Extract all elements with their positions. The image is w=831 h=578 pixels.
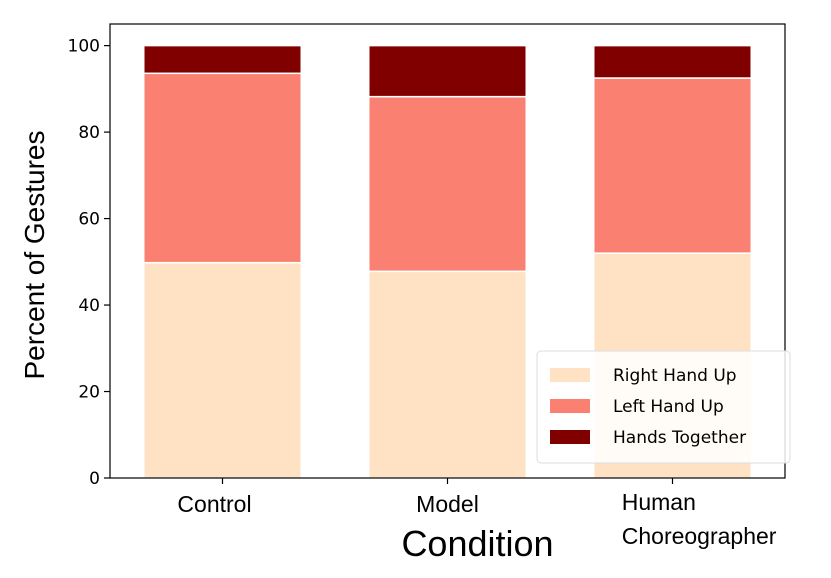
- y-tick-label: 0: [89, 469, 100, 489]
- bar-human-choreographer-left-hand-up: [593, 77, 752, 254]
- y-tick-label: 60: [78, 210, 100, 230]
- legend: Right Hand Up Left Hand Up Hands Together: [536, 350, 791, 464]
- y-tick-label: 20: [78, 383, 100, 403]
- x-axis-ticks: Control Model Human Choreographer: [177, 478, 777, 549]
- y-axis-title: Percent of Gestures: [19, 130, 50, 379]
- legend-label-left-hand-up: Left Hand Up: [613, 397, 724, 417]
- legend-swatch-left-hand-up: [550, 399, 590, 413]
- bar-model-hands-together: [368, 44, 527, 98]
- y-tick-label: 40: [78, 296, 100, 316]
- legend-label-right-hand-up: Right Hand Up: [613, 366, 737, 386]
- bar-control-right-hand-up: [143, 261, 302, 479]
- y-tick-label: 80: [78, 123, 100, 143]
- x-tick-label-control: Control: [177, 491, 251, 517]
- legend-swatch-right-hand-up: [550, 368, 590, 382]
- legend-label-hands-together: Hands Together: [613, 428, 746, 448]
- y-tick-label: 100: [68, 37, 100, 57]
- legend-swatch-hands-together: [550, 430, 590, 444]
- bar-human-choreographer-hands-together: [593, 44, 752, 79]
- bar-control-hands-together: [143, 44, 302, 75]
- y-axis-ticks: 0 20 40 60 80 100: [68, 37, 110, 489]
- bar-control-left-hand-up: [143, 72, 302, 264]
- x-axis-title: Condition: [401, 523, 553, 564]
- bar-model-left-hand-up: [368, 95, 527, 273]
- x-tick-label-human-choreographer: Human Choreographer: [622, 489, 777, 549]
- bar-model-right-hand-up: [368, 270, 527, 479]
- x-tick-label-model: Model: [416, 491, 479, 517]
- legend-frame: [536, 350, 791, 464]
